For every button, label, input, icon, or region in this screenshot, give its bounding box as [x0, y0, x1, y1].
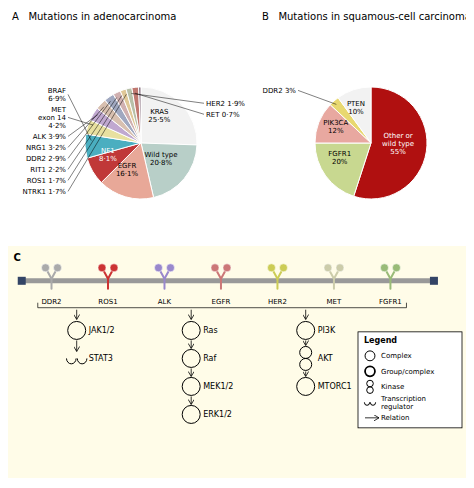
svg-text:BRAF: BRAF	[48, 87, 66, 95]
svg-text:Transcription: Transcription	[380, 395, 426, 403]
svg-text:HER2 1·9%: HER2 1·9%	[206, 100, 245, 108]
svg-text:Raf: Raf	[203, 354, 216, 363]
svg-text:wild type: wild type	[382, 140, 414, 148]
svg-text:55%: 55%	[390, 148, 406, 156]
svg-text:Group/complex: Group/complex	[381, 368, 434, 376]
svg-text:PTEN: PTEN	[347, 100, 365, 108]
svg-text:6·9%: 6·9%	[48, 95, 66, 103]
svg-text:C: C	[13, 252, 20, 263]
svg-text:JAK1/2: JAK1/2	[88, 326, 115, 335]
svg-text:MTORC1: MTORC1	[318, 382, 352, 391]
svg-text:FGFR1: FGFR1	[379, 298, 402, 306]
svg-text:MET: MET	[327, 298, 342, 306]
svg-text:16·1%: 16·1%	[116, 170, 139, 178]
svg-text:Legend: Legend	[364, 336, 397, 345]
svg-text:ALK 3·9%: ALK 3·9%	[33, 133, 67, 141]
svg-text:Wild type: Wild type	[145, 151, 178, 159]
svg-text:20%: 20%	[332, 158, 348, 166]
svg-text:ROS1 1·7%: ROS1 1·7%	[27, 177, 67, 185]
svg-text:regulator: regulator	[381, 403, 413, 411]
svg-text:NRG1 3·2%: NRG1 3·2%	[26, 144, 66, 152]
svg-text:20·8%: 20·8%	[150, 159, 173, 167]
svg-text:EGFR: EGFR	[118, 162, 137, 170]
svg-text:Kinase: Kinase	[381, 383, 404, 391]
svg-text:exon 14: exon 14	[38, 114, 67, 122]
svg-text:Ras: Ras	[203, 326, 217, 335]
svg-text:Relation: Relation	[381, 414, 410, 422]
svg-text:ALK: ALK	[158, 298, 172, 306]
svg-text:10%: 10%	[348, 108, 364, 116]
svg-text:RET 0·7%: RET 0·7%	[206, 111, 240, 119]
svg-text:KRAS: KRAS	[150, 108, 169, 116]
svg-text:ROS1: ROS1	[98, 298, 117, 306]
svg-text:HER2: HER2	[268, 298, 287, 306]
svg-text:EGFR: EGFR	[212, 298, 231, 306]
svg-text:STAT3: STAT3	[89, 354, 113, 363]
svg-text:4·2%: 4·2%	[48, 122, 66, 130]
svg-text:8·1%: 8·1%	[99, 155, 117, 163]
svg-text:PI3K: PI3K	[318, 326, 336, 335]
svg-text:FGFR1: FGFR1	[328, 150, 351, 158]
svg-text:PIK3CA: PIK3CA	[323, 119, 348, 127]
svg-text:RIT1 2·2%: RIT1 2·2%	[30, 166, 66, 174]
svg-text:NTRK1 1·7%: NTRK1 1·7%	[23, 188, 67, 196]
svg-text:DDR2: DDR2	[41, 298, 61, 306]
svg-text:ERK1/2: ERK1/2	[203, 410, 232, 419]
html-text:B Mutations in squamous-cell c: B Mutations in squamous-cell carcinoma	[262, 11, 471, 22]
svg-text:12%: 12%	[328, 127, 344, 135]
svg-text:MEK1/2: MEK1/2	[203, 382, 233, 391]
svg-text:Complex: Complex	[381, 352, 412, 360]
svg-text:NF1: NF1	[101, 147, 115, 155]
svg-text:25·5%: 25·5%	[148, 116, 171, 124]
html-text:A Mutations in adenocarcinoma: A Mutations in adenocarcinoma	[12, 11, 177, 22]
svg-text:DDR2 3%: DDR2 3%	[263, 87, 297, 95]
svg-text:Other or: Other or	[383, 132, 412, 140]
svg-text:AKT: AKT	[318, 354, 333, 363]
svg-text:DDR2 2·9%: DDR2 2·9%	[26, 155, 66, 163]
svg-text:MET: MET	[51, 106, 66, 114]
